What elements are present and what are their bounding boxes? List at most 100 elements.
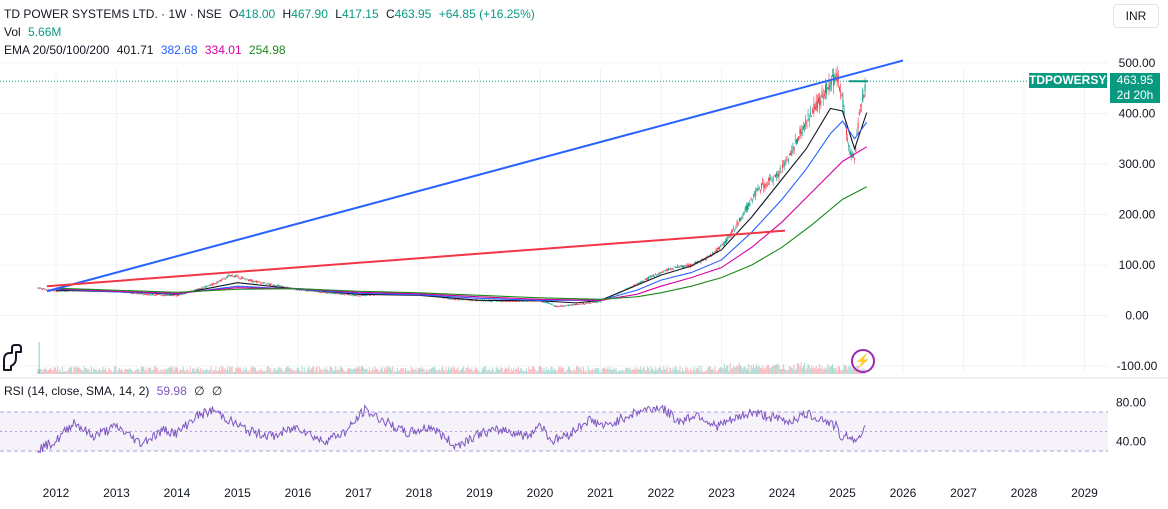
- dino-icon[interactable]: [0, 344, 22, 372]
- volume-bar: [850, 365, 852, 374]
- candle-body: [847, 138, 849, 140]
- candle-body: [823, 94, 825, 97]
- volume-bar: [375, 368, 377, 374]
- volume-bar: [787, 369, 789, 374]
- volume-bar: [584, 371, 586, 374]
- ema-legend[interactable]: EMA 20/50/100/200 401.71 382.68 334.01 2…: [4, 43, 290, 57]
- volume-bar: [448, 366, 450, 374]
- lightning-icon[interactable]: ⚡: [851, 349, 875, 373]
- candle-body: [183, 293, 185, 295]
- volume-bar: [169, 366, 171, 374]
- candle-body: [354, 295, 356, 296]
- candle-body: [776, 172, 778, 177]
- candle-body: [200, 288, 202, 290]
- volume-bar: [610, 369, 612, 374]
- volume-bar: [378, 371, 380, 374]
- currency-button[interactable]: INR: [1113, 4, 1159, 28]
- candle-body: [213, 283, 215, 285]
- x-tick-label: 2026: [890, 486, 917, 500]
- volume-bar: [382, 371, 384, 374]
- candle-body: [780, 171, 782, 173]
- candle-body: [758, 188, 760, 189]
- volume-bar: [242, 371, 244, 374]
- candle-body: [280, 285, 282, 287]
- volume-bar: [695, 368, 697, 374]
- volume-bar: [303, 367, 305, 374]
- candle-body: [512, 301, 514, 303]
- candle-body: [784, 161, 786, 167]
- volume-bar: [367, 371, 369, 374]
- volume-bar: [118, 367, 120, 374]
- volume-bar: [570, 369, 572, 374]
- candle-body: [337, 293, 339, 295]
- trend-line-1: [46, 59, 904, 293]
- volume-bar: [58, 371, 60, 374]
- volume-bar: [792, 368, 794, 374]
- candle-body: [67, 290, 69, 292]
- candle-body: [835, 73, 837, 75]
- candle-body: [516, 300, 518, 302]
- volume-bar: [537, 370, 539, 374]
- candle-body: [715, 249, 717, 253]
- rsi-legend[interactable]: RSI (14, close, SMA, 14, 2) 59.98 ∅ ∅: [4, 384, 226, 398]
- volume-bar: [346, 368, 348, 374]
- volume-bar: [361, 366, 363, 374]
- volume-bar: [833, 368, 835, 374]
- volume-bar: [325, 367, 327, 374]
- x-tick-label: 2029: [1071, 486, 1098, 500]
- symbol-title[interactable]: TD POWER SYSTEMS LTD. · 1W · NSE: [4, 7, 222, 21]
- candle-body: [652, 274, 654, 276]
- candle-body: [220, 280, 222, 282]
- last-price-label: 463.95 2d 20h: [1110, 73, 1160, 103]
- volume-bar: [400, 368, 402, 374]
- x-axis: 2012 2013 2014 2015 2016 2017 2018 2019 2020 2021…: [0, 377, 1168, 500]
- ema-line-3: [55, 146, 867, 301]
- candle-body: [580, 303, 582, 305]
- volume-bar: [472, 371, 474, 374]
- bar-countdown: 2d 20h: [1116, 88, 1154, 102]
- volume-bar: [605, 369, 607, 374]
- candle-body: [583, 303, 585, 305]
- volume-bar: [470, 369, 472, 374]
- candle-body: [491, 300, 493, 302]
- volume-bar: [229, 366, 231, 374]
- candle-body: [139, 293, 141, 295]
- candle-body: [66, 290, 68, 292]
- candle-body: [681, 266, 683, 268]
- volume-bar: [442, 366, 444, 374]
- volume-bar: [620, 370, 622, 374]
- candle-body: [562, 305, 564, 307]
- candle-body: [321, 292, 323, 294]
- volume-bar: [524, 371, 526, 374]
- candle-body: [218, 280, 220, 282]
- candle-body: [344, 294, 346, 296]
- volume-bar: [407, 371, 409, 374]
- volume-bar: [158, 371, 160, 374]
- volume-bar: [619, 370, 621, 374]
- volume-bar: [750, 364, 752, 374]
- volume-legend[interactable]: Vol 5.66M: [4, 25, 65, 39]
- volume-bar: [656, 369, 658, 374]
- volume-bar: [452, 368, 454, 374]
- volume-bar: [275, 370, 277, 374]
- volume-bar: [457, 367, 459, 374]
- candle-body: [243, 277, 245, 279]
- candle-body: [861, 105, 863, 107]
- volume-bar: [52, 370, 54, 374]
- volume-bar: [523, 371, 525, 374]
- candle-body: [838, 87, 840, 91]
- volume-bar: [585, 369, 587, 374]
- volume-bar: [522, 370, 524, 374]
- candle-body: [572, 304, 574, 306]
- candle-body: [686, 264, 688, 266]
- candle-body: [468, 299, 470, 301]
- volume-bar: [777, 363, 779, 374]
- volume-bar: [699, 371, 701, 374]
- candle-body: [808, 118, 810, 121]
- symbol-legend[interactable]: TD POWER SYSTEMS LTD. · 1W · NSE O418.00…: [4, 7, 539, 21]
- volume-bar: [423, 369, 425, 374]
- candle-body: [175, 295, 177, 297]
- candle-body: [683, 265, 685, 268]
- volume-bar: [645, 370, 647, 374]
